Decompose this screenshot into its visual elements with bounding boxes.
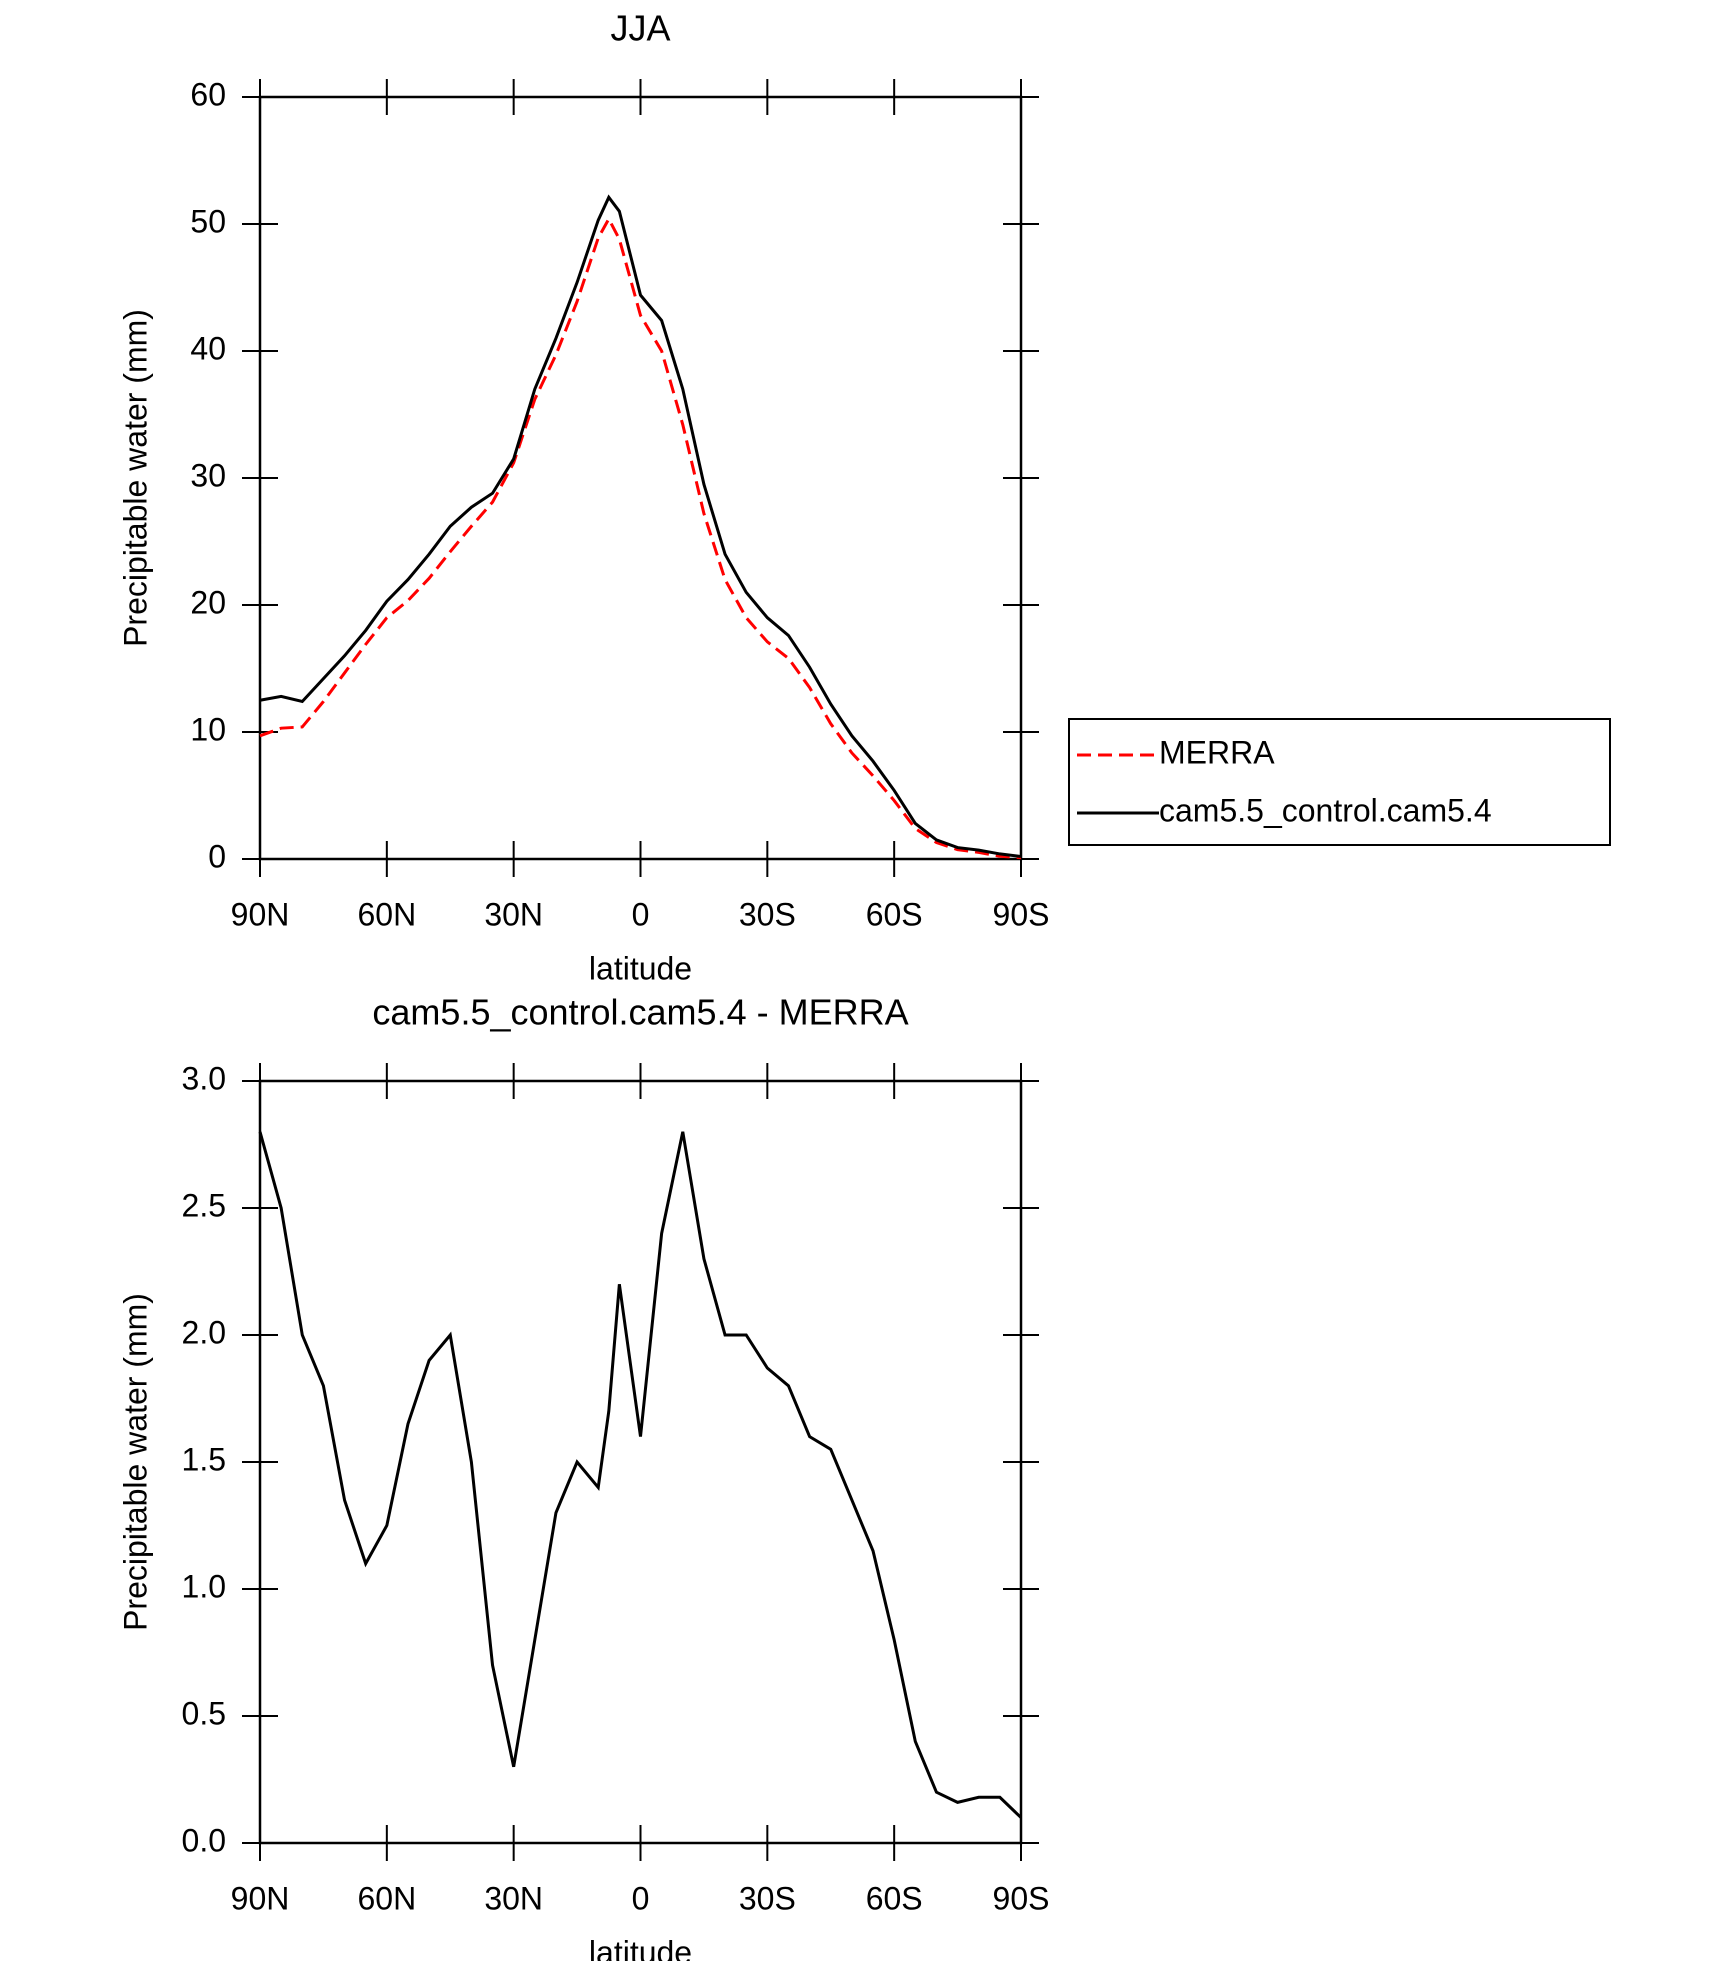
x-axis-label: latitude: [589, 1934, 692, 1961]
data-line: [259, 215, 1022, 860]
x-tick-label: 60N: [357, 896, 416, 932]
y-tick-label: 60: [190, 76, 226, 112]
x-tick-label: 0: [632, 1880, 650, 1916]
chart-title: cam5.5_control.cam5.4 - MERRA: [372, 992, 908, 1033]
y-tick-label: 2.5: [182, 1187, 226, 1223]
y-tick-label: 10: [190, 711, 226, 747]
plot-frame: [258, 95, 1023, 861]
x-axis-label: latitude: [589, 950, 692, 986]
legend-label: cam5.5_control.cam5.4: [1159, 792, 1492, 828]
x-tick-label: 30S: [739, 1880, 796, 1916]
y-axis-label: Precipitable water (mm): [117, 309, 153, 647]
x-tick-label: 0: [632, 896, 650, 932]
y-tick-label: 0.5: [182, 1695, 226, 1731]
y-tick-label: 0.0: [182, 1822, 226, 1858]
x-tick-label: 90S: [993, 896, 1050, 932]
legend-label: MERRA: [1159, 734, 1275, 770]
y-tick-label: 40: [190, 330, 226, 366]
y-tick-label: 30: [190, 457, 226, 493]
legend-box: [1068, 718, 1611, 846]
y-tick-label: 50: [190, 203, 226, 239]
x-tick-label: 60S: [866, 896, 923, 932]
y-tick-label: 1.0: [182, 1568, 226, 1604]
x-tick-label: 90S: [993, 1880, 1050, 1916]
x-tick-label: 30S: [739, 896, 796, 932]
x-tick-label: 90N: [231, 896, 290, 932]
x-tick-label: 60N: [357, 1880, 416, 1916]
plot-frame: [258, 1079, 1023, 1845]
chart-title: JJA: [610, 8, 670, 49]
data-line: [259, 194, 1022, 858]
y-tick-label: 20: [190, 584, 226, 620]
y-axis-label: Precipitable water (mm): [117, 1293, 153, 1631]
data-line: [258, 1131, 1023, 1819]
x-tick-label: 30N: [484, 1880, 543, 1916]
x-tick-label: 60S: [866, 1880, 923, 1916]
y-tick-label: 0: [208, 838, 226, 874]
x-tick-label: 30N: [484, 896, 543, 932]
y-tick-label: 3.0: [182, 1060, 226, 1096]
x-tick-label: 90N: [231, 1880, 290, 1916]
y-tick-label: 2.0: [182, 1314, 226, 1350]
y-tick-label: 1.5: [182, 1441, 226, 1477]
